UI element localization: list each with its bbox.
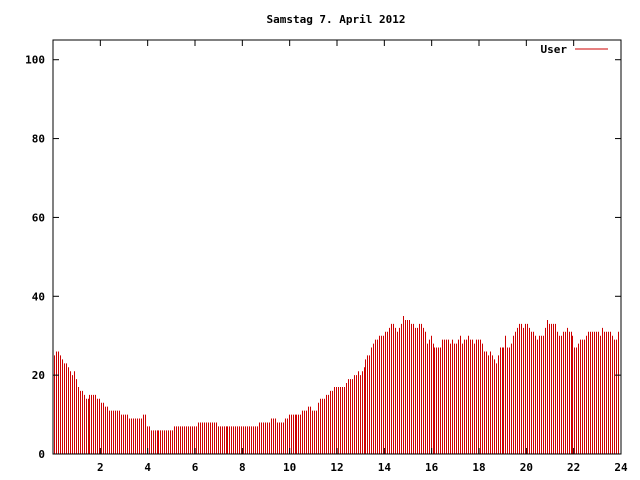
x-tick-label: 6: [192, 461, 199, 474]
x-tick-label: 14: [378, 461, 392, 474]
y-tick-label: 0: [38, 448, 45, 461]
x-tick-label: 18: [472, 461, 485, 474]
y-tick-label: 40: [32, 290, 45, 303]
y-tick-label: 80: [32, 133, 45, 146]
bar-series-user: [54, 316, 619, 454]
x-tick-label: 24: [614, 461, 628, 474]
y-tick-label: 60: [32, 211, 45, 224]
y-axis: 0 20 40 60 80 100: [25, 54, 621, 461]
x-tick-label: 12: [330, 461, 343, 474]
chart-title: Samstag 7. April 2012: [266, 13, 405, 26]
legend: User: [541, 43, 608, 56]
x-tick-label: 4: [144, 461, 151, 474]
x-axis: 2 4 6 8 10 12 14 16 18 20 22 24: [97, 40, 628, 474]
y-tick-label: 100: [25, 54, 45, 67]
y-tick-label: 20: [32, 369, 45, 382]
x-tick-label: 20: [520, 461, 533, 474]
x-tick-label: 2: [97, 461, 104, 474]
legend-label-user: User: [541, 43, 568, 56]
x-tick-label: 10: [283, 461, 296, 474]
x-tick-label: 8: [239, 461, 246, 474]
x-tick-label: 16: [425, 461, 439, 474]
x-tick-label: 22: [567, 461, 580, 474]
